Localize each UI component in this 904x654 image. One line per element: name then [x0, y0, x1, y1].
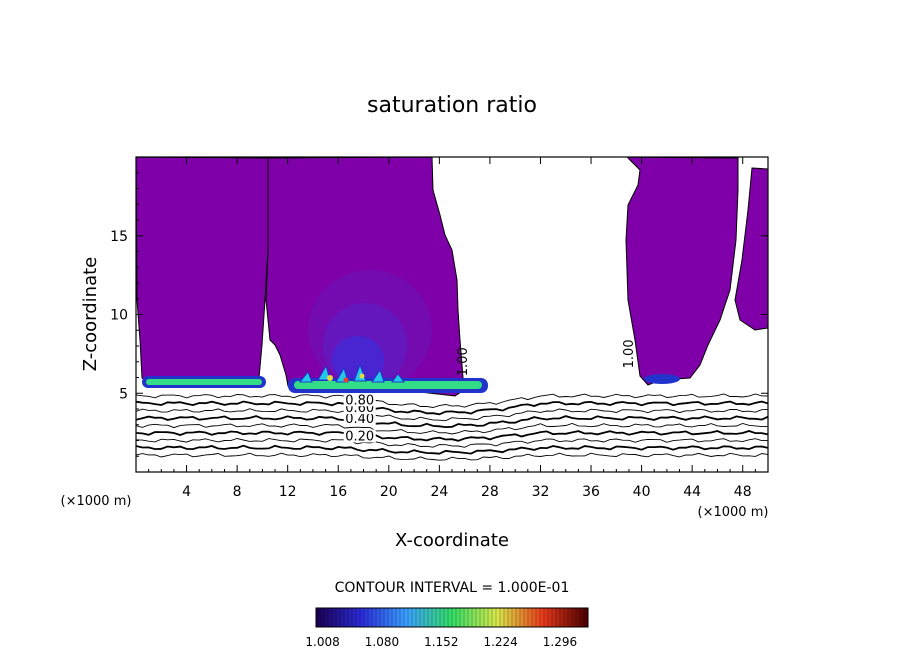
contour-line: [136, 452, 768, 461]
x-tick-label: 28: [481, 484, 499, 500]
contour-line: [136, 438, 768, 448]
contour-label-bg: [343, 429, 376, 443]
colorbar-tick-label: 1.008: [305, 635, 339, 649]
chart-title: saturation ratio: [367, 93, 537, 118]
y-axis-ticks: 5 10 15: [110, 172, 768, 457]
x-axis-label: X-coordinate: [395, 530, 509, 551]
x-axis-unit: (×1000 m): [698, 505, 769, 520]
x-tick-label: 8: [233, 484, 242, 500]
saturated-region-left: [136, 157, 271, 384]
hotspot: [343, 377, 349, 383]
contour-line: [136, 393, 768, 408]
contour-label: 0.80: [345, 393, 374, 408]
plot-area: [136, 157, 768, 472]
hotspot: [327, 375, 333, 381]
colorbar-tick-label: 1.152: [424, 635, 458, 649]
contour-label: 1.00: [456, 347, 471, 376]
x-tick-label: 48: [734, 484, 752, 500]
x-axis-ticks: 4 8 12 16 20 24 28 32 36 40 44 48: [148, 157, 756, 500]
y-tick-label: 15: [110, 229, 128, 245]
y-axis-unit: (×1000 m): [61, 494, 132, 509]
contour-line: [136, 400, 768, 416]
x-tick-label: 4: [182, 484, 191, 500]
x-tick-label: 36: [582, 484, 600, 500]
contour-line: [136, 423, 768, 435]
colorbar-stripes: [319, 608, 585, 627]
cloud-base-band-left-inner: [146, 379, 262, 385]
contour-lines: [136, 393, 768, 461]
cloud-base-right: [644, 374, 680, 384]
x-tick-label: 12: [279, 484, 297, 500]
cloud-base-band-center-inner: [294, 381, 482, 389]
y-tick-label: 5: [119, 386, 128, 402]
contour-line: [136, 430, 768, 442]
x-tick-label: 32: [532, 484, 550, 500]
contour-label-bg: [343, 393, 376, 407]
convective-plumes: [298, 363, 405, 383]
y-tick-label: 10: [110, 308, 128, 324]
x-tick-label: 16: [329, 484, 347, 500]
x-tick-label: 20: [380, 484, 398, 500]
contour-line: [136, 415, 768, 429]
contour-label: 0.40: [345, 412, 374, 427]
contour-line: [136, 444, 768, 455]
colorbar-tick-label: 1.080: [365, 635, 399, 649]
contour-interval: CONTOUR INTERVAL = 1.000E-01: [335, 580, 570, 596]
y-axis-label: Z-coordinate: [80, 257, 101, 372]
colorbar-tick-labels: 1.008 1.080 1.152 1.224 1.296: [305, 635, 577, 649]
hotspot: [359, 373, 365, 379]
saturated-region-far-right: [734, 167, 768, 331]
x-tick-label: 40: [633, 484, 651, 500]
colorbar-tick-label: 1.224: [483, 635, 517, 649]
contour-line: [136, 408, 768, 422]
x-tick-label: 24: [430, 484, 448, 500]
x-tick-label: 44: [683, 484, 701, 500]
contour-label: 1.00: [622, 339, 637, 368]
contour-labels: 0.200.400.600.801.00 1.00: [343, 339, 637, 445]
colorbar-tick-label: 1.296: [543, 635, 577, 649]
contour-label-bg: [343, 412, 376, 426]
contour-label: 0.20: [345, 430, 374, 445]
